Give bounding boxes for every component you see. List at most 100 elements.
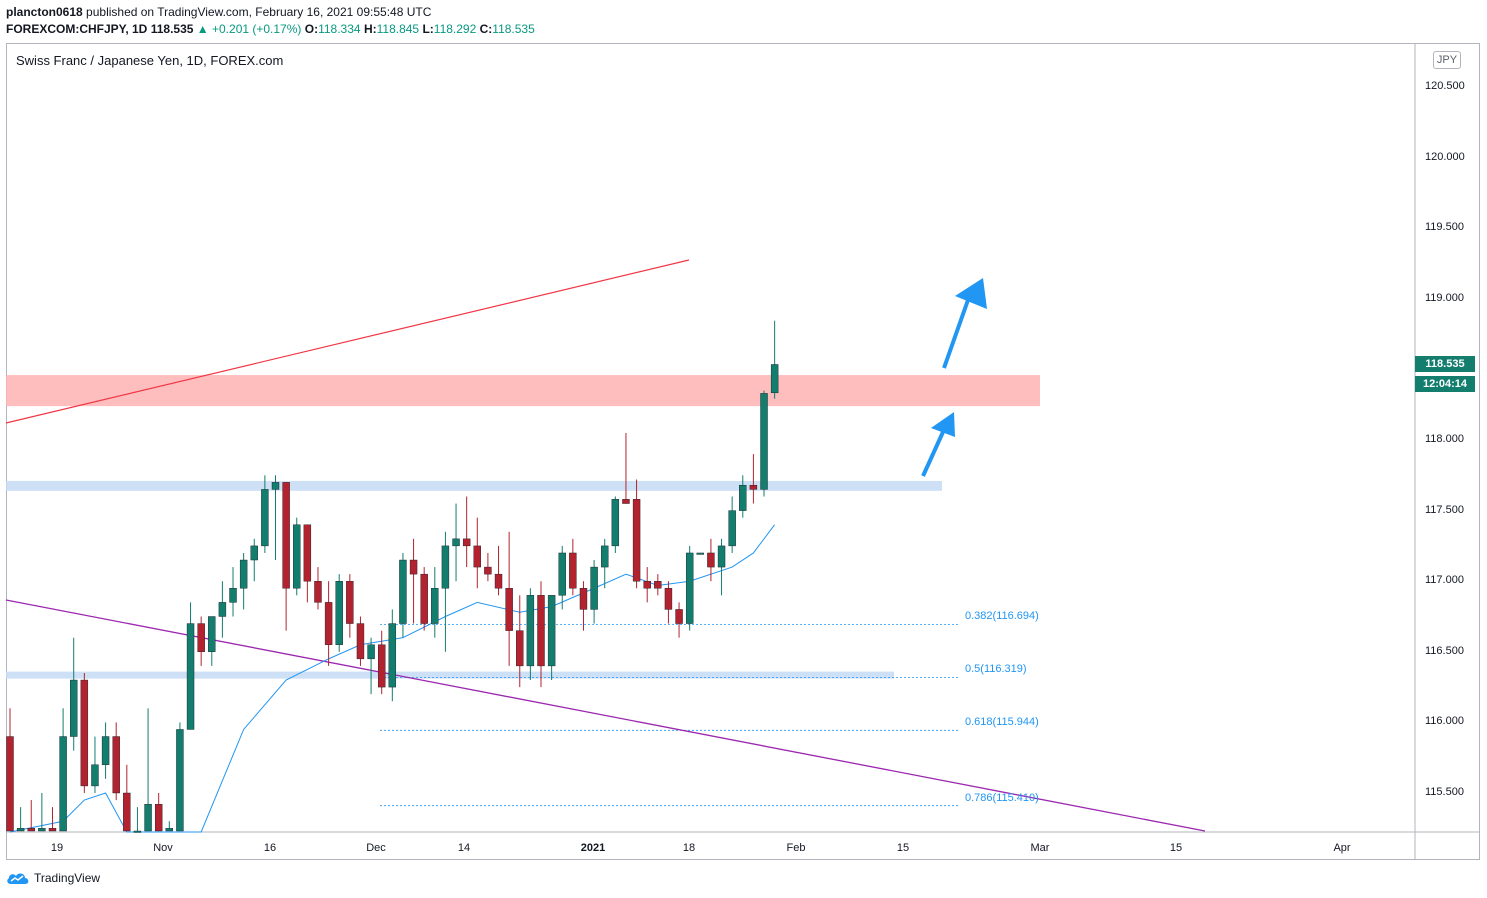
candle-body bbox=[707, 552, 715, 568]
zone-resistance bbox=[6, 375, 1040, 407]
candle-body bbox=[133, 830, 142, 833]
candle-body bbox=[728, 510, 736, 547]
price-tick: 119.000 bbox=[1425, 291, 1464, 304]
candle-body bbox=[452, 538, 460, 547]
candle-body bbox=[696, 552, 704, 555]
candle-body bbox=[547, 595, 556, 667]
candle-body bbox=[38, 828, 46, 832]
candle-body bbox=[537, 595, 545, 667]
candle-body bbox=[441, 545, 450, 589]
candle-body bbox=[261, 489, 269, 547]
candle-body bbox=[271, 482, 280, 490]
pane-title: Swiss Franc / Japanese Yen, 1D, FOREX.co… bbox=[16, 53, 284, 68]
candle-body bbox=[197, 623, 205, 652]
candle-body bbox=[558, 552, 566, 596]
candle-body bbox=[367, 644, 375, 660]
candle-body bbox=[739, 484, 747, 511]
candle-body bbox=[484, 566, 492, 575]
publish-date: published on TradingView.com, February 1… bbox=[86, 5, 432, 19]
time-tick: 2021 bbox=[580, 842, 606, 854]
candle-body bbox=[431, 588, 439, 624]
candle-body bbox=[27, 828, 35, 832]
candle-body bbox=[176, 729, 184, 832]
time-tick: 19 bbox=[50, 842, 64, 854]
time-tick: Feb bbox=[786, 842, 806, 854]
candle-body bbox=[16, 828, 25, 832]
time-tick: 15 bbox=[896, 842, 910, 854]
candle-body bbox=[208, 616, 216, 652]
up-triangle-icon: ▲ bbox=[196, 22, 209, 36]
tradingview-logo[interactable]: TradingView bbox=[6, 871, 100, 885]
symbol-name[interactable]: FOREXCOM:CHFJPY, 1D bbox=[6, 22, 148, 36]
time-tick: Mar bbox=[1030, 842, 1050, 854]
candle-body bbox=[59, 736, 67, 832]
candle-body bbox=[770, 364, 779, 394]
fib-label: 0.786(115.410) bbox=[965, 791, 1039, 804]
currency-badge[interactable]: JPY bbox=[1433, 51, 1461, 69]
author-name[interactable]: plancton0618 bbox=[6, 5, 83, 19]
forecast-arrow-large[interactable] bbox=[942, 278, 987, 369]
price-tick: 120.000 bbox=[1425, 150, 1465, 163]
fib-label: 0.5(116.319) bbox=[965, 663, 1027, 676]
candle-body bbox=[632, 499, 641, 582]
resistance-trendline[interactable] bbox=[5, 259, 690, 424]
close-label: C: bbox=[479, 22, 493, 36]
candle-body bbox=[388, 623, 397, 688]
forecast-arrow-small[interactable] bbox=[921, 412, 955, 477]
time-tick: 18 bbox=[682, 842, 696, 854]
candle-body bbox=[324, 602, 333, 645]
candle-body bbox=[303, 524, 312, 582]
price-tick: 115.500 bbox=[1425, 786, 1464, 798]
candle-body bbox=[685, 552, 694, 624]
candle-body bbox=[622, 499, 630, 504]
candle-body bbox=[186, 623, 195, 730]
fib-label: 0.382(116.694) bbox=[965, 610, 1039, 623]
candle-body bbox=[643, 581, 651, 589]
candle-body bbox=[590, 566, 598, 610]
time-tick: Dec bbox=[366, 842, 386, 854]
candle-body bbox=[346, 581, 354, 624]
candle-body bbox=[569, 552, 577, 589]
candle-body bbox=[250, 545, 258, 561]
open-value: 118.334 bbox=[318, 22, 361, 36]
price-tick: 116.000 bbox=[1425, 715, 1464, 728]
candle-body bbox=[218, 602, 227, 617]
symbol-info: FOREXCOM:CHFJPY, 1D 118.535 ▲ +0.201 (+0… bbox=[6, 22, 535, 36]
candle-body bbox=[505, 588, 513, 631]
price-tick: 117.000 bbox=[1425, 574, 1464, 587]
candle-body bbox=[473, 545, 481, 568]
candle-body bbox=[378, 644, 386, 688]
zone-support-lower bbox=[6, 671, 894, 679]
candle-body bbox=[749, 484, 758, 490]
candle-body bbox=[611, 499, 620, 547]
candle-body bbox=[399, 559, 407, 624]
candle-body bbox=[526, 595, 535, 667]
candle-body bbox=[664, 588, 673, 610]
candle-body bbox=[112, 736, 120, 794]
last-price: 118.535 bbox=[150, 22, 194, 36]
candle-body bbox=[675, 609, 683, 624]
price-tick: 116.500 bbox=[1425, 644, 1464, 657]
high-value: 118.845 bbox=[376, 22, 420, 36]
candle-body bbox=[293, 524, 301, 589]
candle-body bbox=[282, 482, 290, 589]
candle-body bbox=[6, 736, 14, 832]
price-tick: 117.500 bbox=[1425, 503, 1464, 516]
candle-body bbox=[516, 630, 524, 667]
candle-body bbox=[579, 588, 588, 610]
price-tick: 118.000 bbox=[1425, 433, 1464, 445]
support-trendline[interactable] bbox=[5, 599, 1206, 832]
time-tick: 16 bbox=[263, 842, 277, 854]
price-tick: 119.500 bbox=[1425, 221, 1464, 234]
candle-body bbox=[335, 581, 343, 645]
countdown-tag: 12:04:14 bbox=[1415, 376, 1475, 392]
tradingview-cloud-icon bbox=[7, 873, 29, 884]
candle-body bbox=[48, 828, 57, 832]
candle-body bbox=[462, 538, 471, 547]
high-label: H: bbox=[363, 22, 377, 36]
candle-body bbox=[80, 679, 89, 787]
fib-label: 0.618(115.944) bbox=[965, 716, 1039, 729]
open-label: O: bbox=[304, 22, 319, 36]
candle-body bbox=[70, 679, 78, 737]
